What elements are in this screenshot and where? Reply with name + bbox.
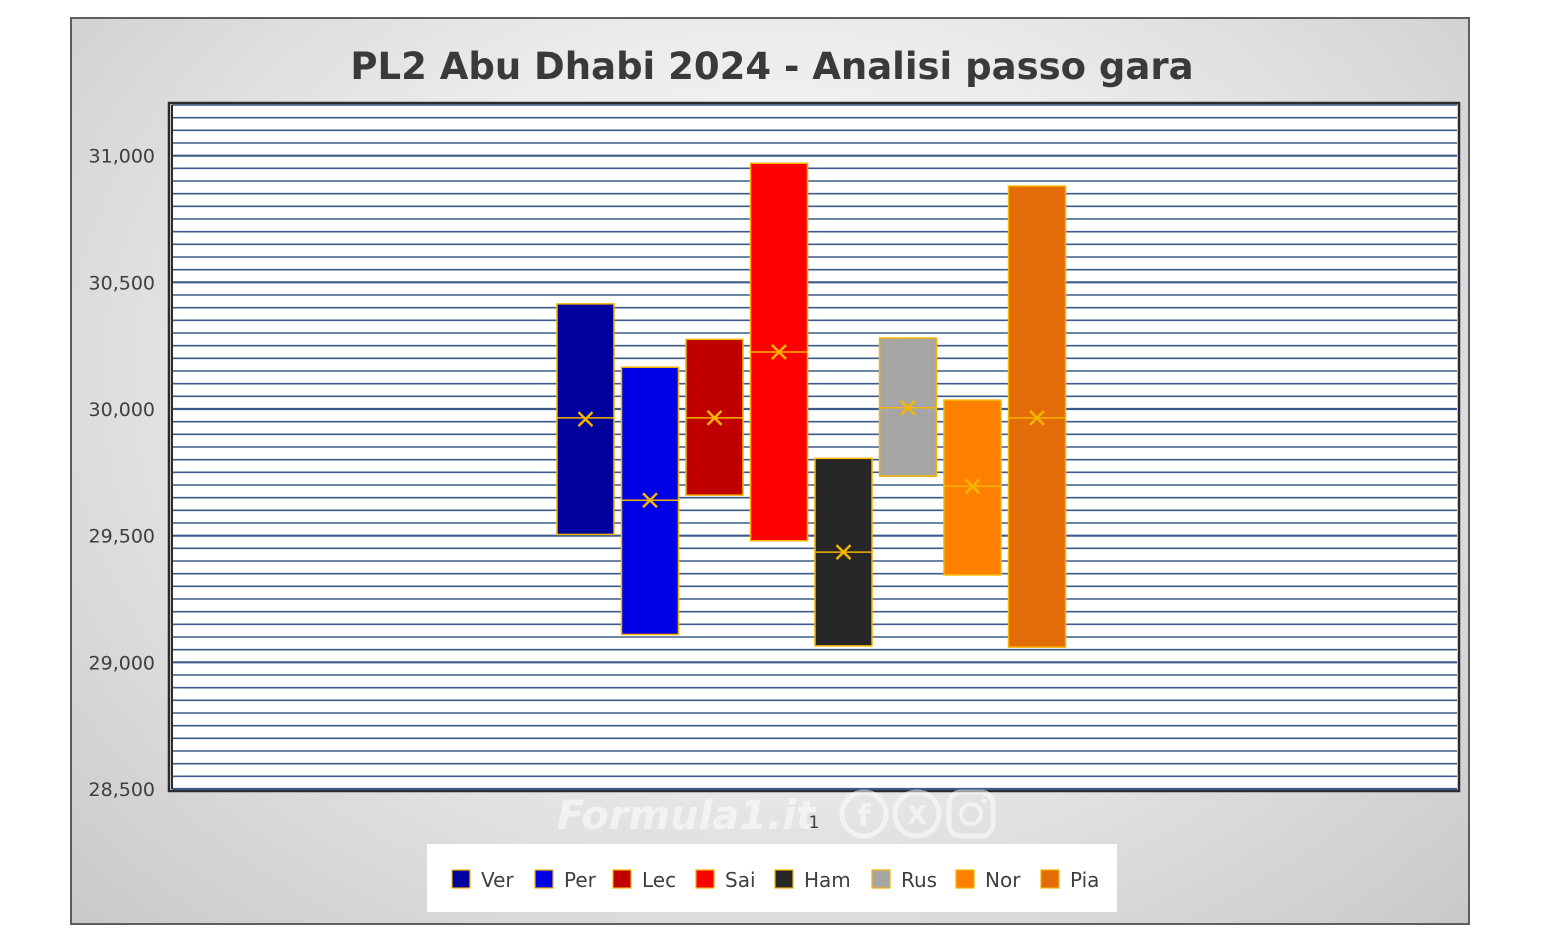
svg-text:f: f [857, 799, 871, 834]
mean-marker [1029, 409, 1045, 426]
legend-swatch [534, 869, 554, 889]
legend-item-rus: Rus [871, 868, 937, 892]
legend-label: Nor [985, 868, 1021, 892]
box-series [556, 162, 1067, 648]
box-sai [749, 162, 809, 542]
legend-item-ham: Ham [774, 868, 851, 892]
y-tick-label: 28,500 [89, 779, 155, 801]
legend-swatch [695, 869, 715, 889]
y-tick-labels: 28,500 29,000 29,500 30,000 30,500 31,000 [89, 146, 155, 801]
legend-swatch [955, 869, 975, 889]
legend-swatch [1040, 869, 1060, 889]
mean-marker [964, 478, 981, 495]
legend-swatch [871, 869, 891, 889]
instagram-icon [946, 789, 996, 839]
mean-marker [900, 399, 916, 416]
y-tick-label: 30,500 [89, 272, 155, 294]
box-nor [943, 399, 1002, 576]
legend-swatch [774, 869, 794, 889]
x-social-icon: X [892, 789, 942, 839]
legend-item-nor: Nor [955, 868, 1021, 892]
box-ver [556, 303, 615, 536]
chart-frame: PL2 Abu Dhabi 2024 - Analisi passo gara … [70, 17, 1470, 925]
x-category-label: 1 [809, 813, 820, 833]
mean-marker [642, 492, 658, 509]
legend-label: Per [564, 868, 597, 892]
y-tick-label: 31,000 [89, 146, 155, 168]
mean-marker [771, 344, 787, 360]
y-tick-label: 29,000 [89, 652, 155, 674]
mean-marker [577, 411, 594, 428]
legend-label: Ver [481, 868, 514, 892]
legend-label: Lec [642, 868, 676, 892]
legend-item-pia: Pia [1040, 868, 1099, 892]
box-ham [814, 457, 873, 647]
legend-label: Ham [804, 868, 851, 892]
chart-title: PL2 Abu Dhabi 2024 - Analisi passo gara [350, 45, 1193, 88]
box-per [620, 366, 680, 636]
legend: Ver Per Lec Sai Ham Rus Nor Pia [451, 868, 1099, 892]
chart-svg: PL2 Abu Dhabi 2024 - Analisi passo gara … [89, 45, 1461, 912]
legend-label: Rus [901, 868, 937, 892]
y-tick-label: 29,500 [89, 526, 155, 548]
svg-text:X: X [907, 801, 927, 831]
legend-swatch [451, 869, 471, 889]
box-rus [878, 337, 938, 477]
box-pia [1007, 185, 1067, 648]
box-lec [685, 338, 744, 496]
watermark-text: Formula1.it [557, 793, 817, 839]
legend-item-per: Per [534, 868, 597, 892]
legend-item-lec: Lec [612, 868, 676, 892]
legend-label: Sai [725, 868, 756, 892]
mean-marker [706, 409, 723, 426]
legend-item-ver: Ver [451, 868, 514, 892]
mean-marker [835, 544, 852, 561]
legend-swatch [612, 869, 632, 889]
facebook-icon: f [839, 789, 889, 839]
watermark: Formula1.it f X [557, 789, 996, 839]
legend-item-sai: Sai [695, 868, 756, 892]
y-tick-label: 30,000 [89, 399, 155, 421]
legend-label: Pia [1070, 868, 1099, 892]
